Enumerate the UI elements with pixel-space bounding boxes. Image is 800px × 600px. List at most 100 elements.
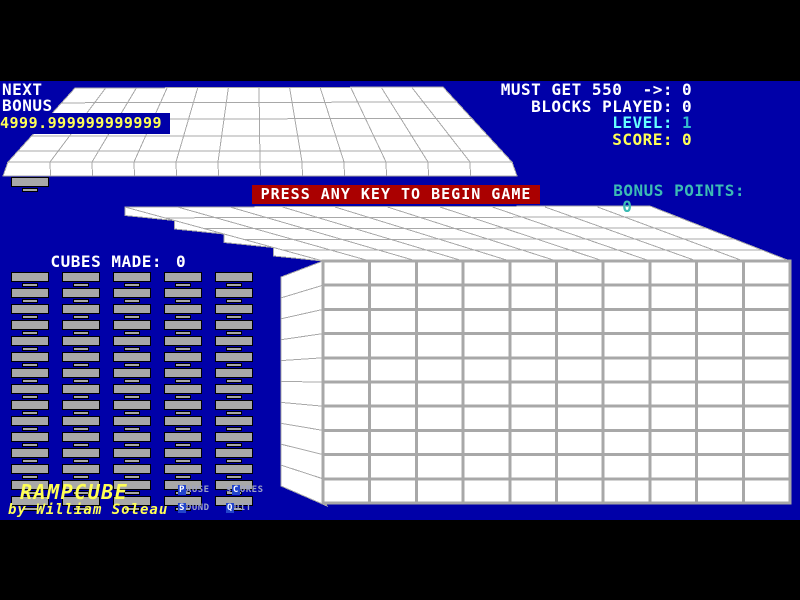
block — [164, 416, 202, 432]
block — [11, 496, 49, 512]
block — [164, 336, 202, 352]
block-column — [215, 272, 253, 512]
block — [215, 464, 253, 480]
menu-item-quit[interactable]: QUIT — [226, 503, 274, 520]
block — [215, 368, 253, 384]
cube-structure — [124, 205, 792, 508]
block — [11, 288, 49, 304]
block — [113, 416, 151, 432]
block — [11, 320, 49, 336]
block — [164, 400, 202, 416]
block — [113, 384, 151, 400]
block — [113, 336, 151, 352]
block — [164, 272, 202, 288]
block — [164, 464, 202, 480]
block — [113, 368, 151, 384]
block — [62, 272, 100, 288]
block — [62, 336, 100, 352]
block — [215, 432, 253, 448]
block-column — [164, 272, 202, 512]
menu-post: AUSE — [185, 485, 210, 495]
stat-value: 0 — [682, 81, 693, 99]
menu-post: UIT — [233, 503, 252, 513]
cubes-made-label: CUBES MADE: — [50, 252, 162, 271]
block — [215, 272, 253, 288]
game-scene — [2, 86, 792, 508]
block — [11, 432, 49, 448]
block — [62, 352, 100, 368]
block — [113, 480, 151, 496]
block — [215, 448, 253, 464]
block — [113, 496, 151, 512]
menu-post: ORES — [239, 485, 264, 495]
block — [164, 368, 202, 384]
stat-label: BLOCKS PLAYED: — [531, 96, 673, 116]
block — [113, 400, 151, 416]
block — [11, 304, 49, 320]
stats-panel: MUST GET 550 ->: 0 BLOCKS PLAYED: 0 LEVE… — [406, 82, 706, 148]
block — [11, 416, 49, 432]
next-block-preview — [11, 177, 49, 193]
stat-label: LEVEL: — [612, 113, 673, 132]
menu-item-sound[interactable]: SOUND — [178, 503, 226, 520]
block — [215, 384, 253, 400]
block — [62, 496, 100, 512]
block — [113, 272, 151, 288]
block — [215, 320, 253, 336]
block — [62, 384, 100, 400]
stat-value: 0 — [682, 129, 693, 149]
stat-value: 0 — [682, 96, 693, 116]
menu-hotkey: P — [178, 485, 186, 495]
block — [11, 336, 49, 352]
menu-hotkey: S — [178, 503, 186, 513]
block — [11, 384, 49, 400]
block — [11, 448, 49, 464]
block — [164, 432, 202, 448]
stat-blocks-played: BLOCKS PLAYED: 0 — [406, 96, 706, 116]
block — [62, 400, 100, 416]
author-byline: by William Soleau — [8, 502, 169, 518]
block — [62, 416, 100, 432]
stat-value: 1 — [682, 113, 693, 132]
bonus-label: BONUS — [2, 96, 53, 115]
block — [62, 432, 100, 448]
stat-score: SCORE: 0 — [406, 129, 706, 149]
stat-label: MUST GET 550 ->: — [500, 81, 673, 99]
block-column — [11, 272, 49, 512]
menu-post: OUND — [185, 503, 210, 513]
cubes-made: CUBES MADE: 0 — [10, 238, 186, 286]
press-any-key-banner: PRESS ANY KEY TO BEGIN GAME — [252, 185, 540, 204]
block — [164, 384, 202, 400]
block — [11, 480, 49, 496]
block — [113, 352, 151, 368]
block — [215, 352, 253, 368]
block — [11, 352, 49, 368]
menu-item-scores[interactable]: sCORES — [226, 485, 274, 504]
block — [164, 320, 202, 336]
block — [215, 336, 253, 352]
stat-must-get: MUST GET 550 ->: 0 — [406, 82, 706, 99]
block — [113, 464, 151, 480]
playfield: NEXT BONUS 4999.999999999999 MUST GET 55… — [0, 81, 800, 520]
block — [113, 432, 151, 448]
block — [215, 304, 253, 320]
stat-level: LEVEL: 1 — [406, 115, 706, 132]
block — [11, 464, 49, 480]
block — [113, 320, 151, 336]
menu-item-pause[interactable]: PAUSE — [178, 485, 226, 504]
block — [215, 496, 253, 512]
next-label: NEXT — [2, 81, 43, 99]
block — [215, 400, 253, 416]
block — [215, 288, 253, 304]
block — [11, 368, 49, 384]
bonus-points-value: 0 — [622, 197, 633, 216]
block — [113, 448, 151, 464]
bonus-value: 4999.999999999999 — [0, 113, 170, 134]
menu-pre: s — [226, 485, 232, 495]
block-column — [113, 272, 151, 512]
block — [62, 480, 100, 496]
block — [62, 464, 100, 480]
block — [62, 304, 100, 320]
block — [11, 400, 49, 416]
block — [164, 448, 202, 464]
